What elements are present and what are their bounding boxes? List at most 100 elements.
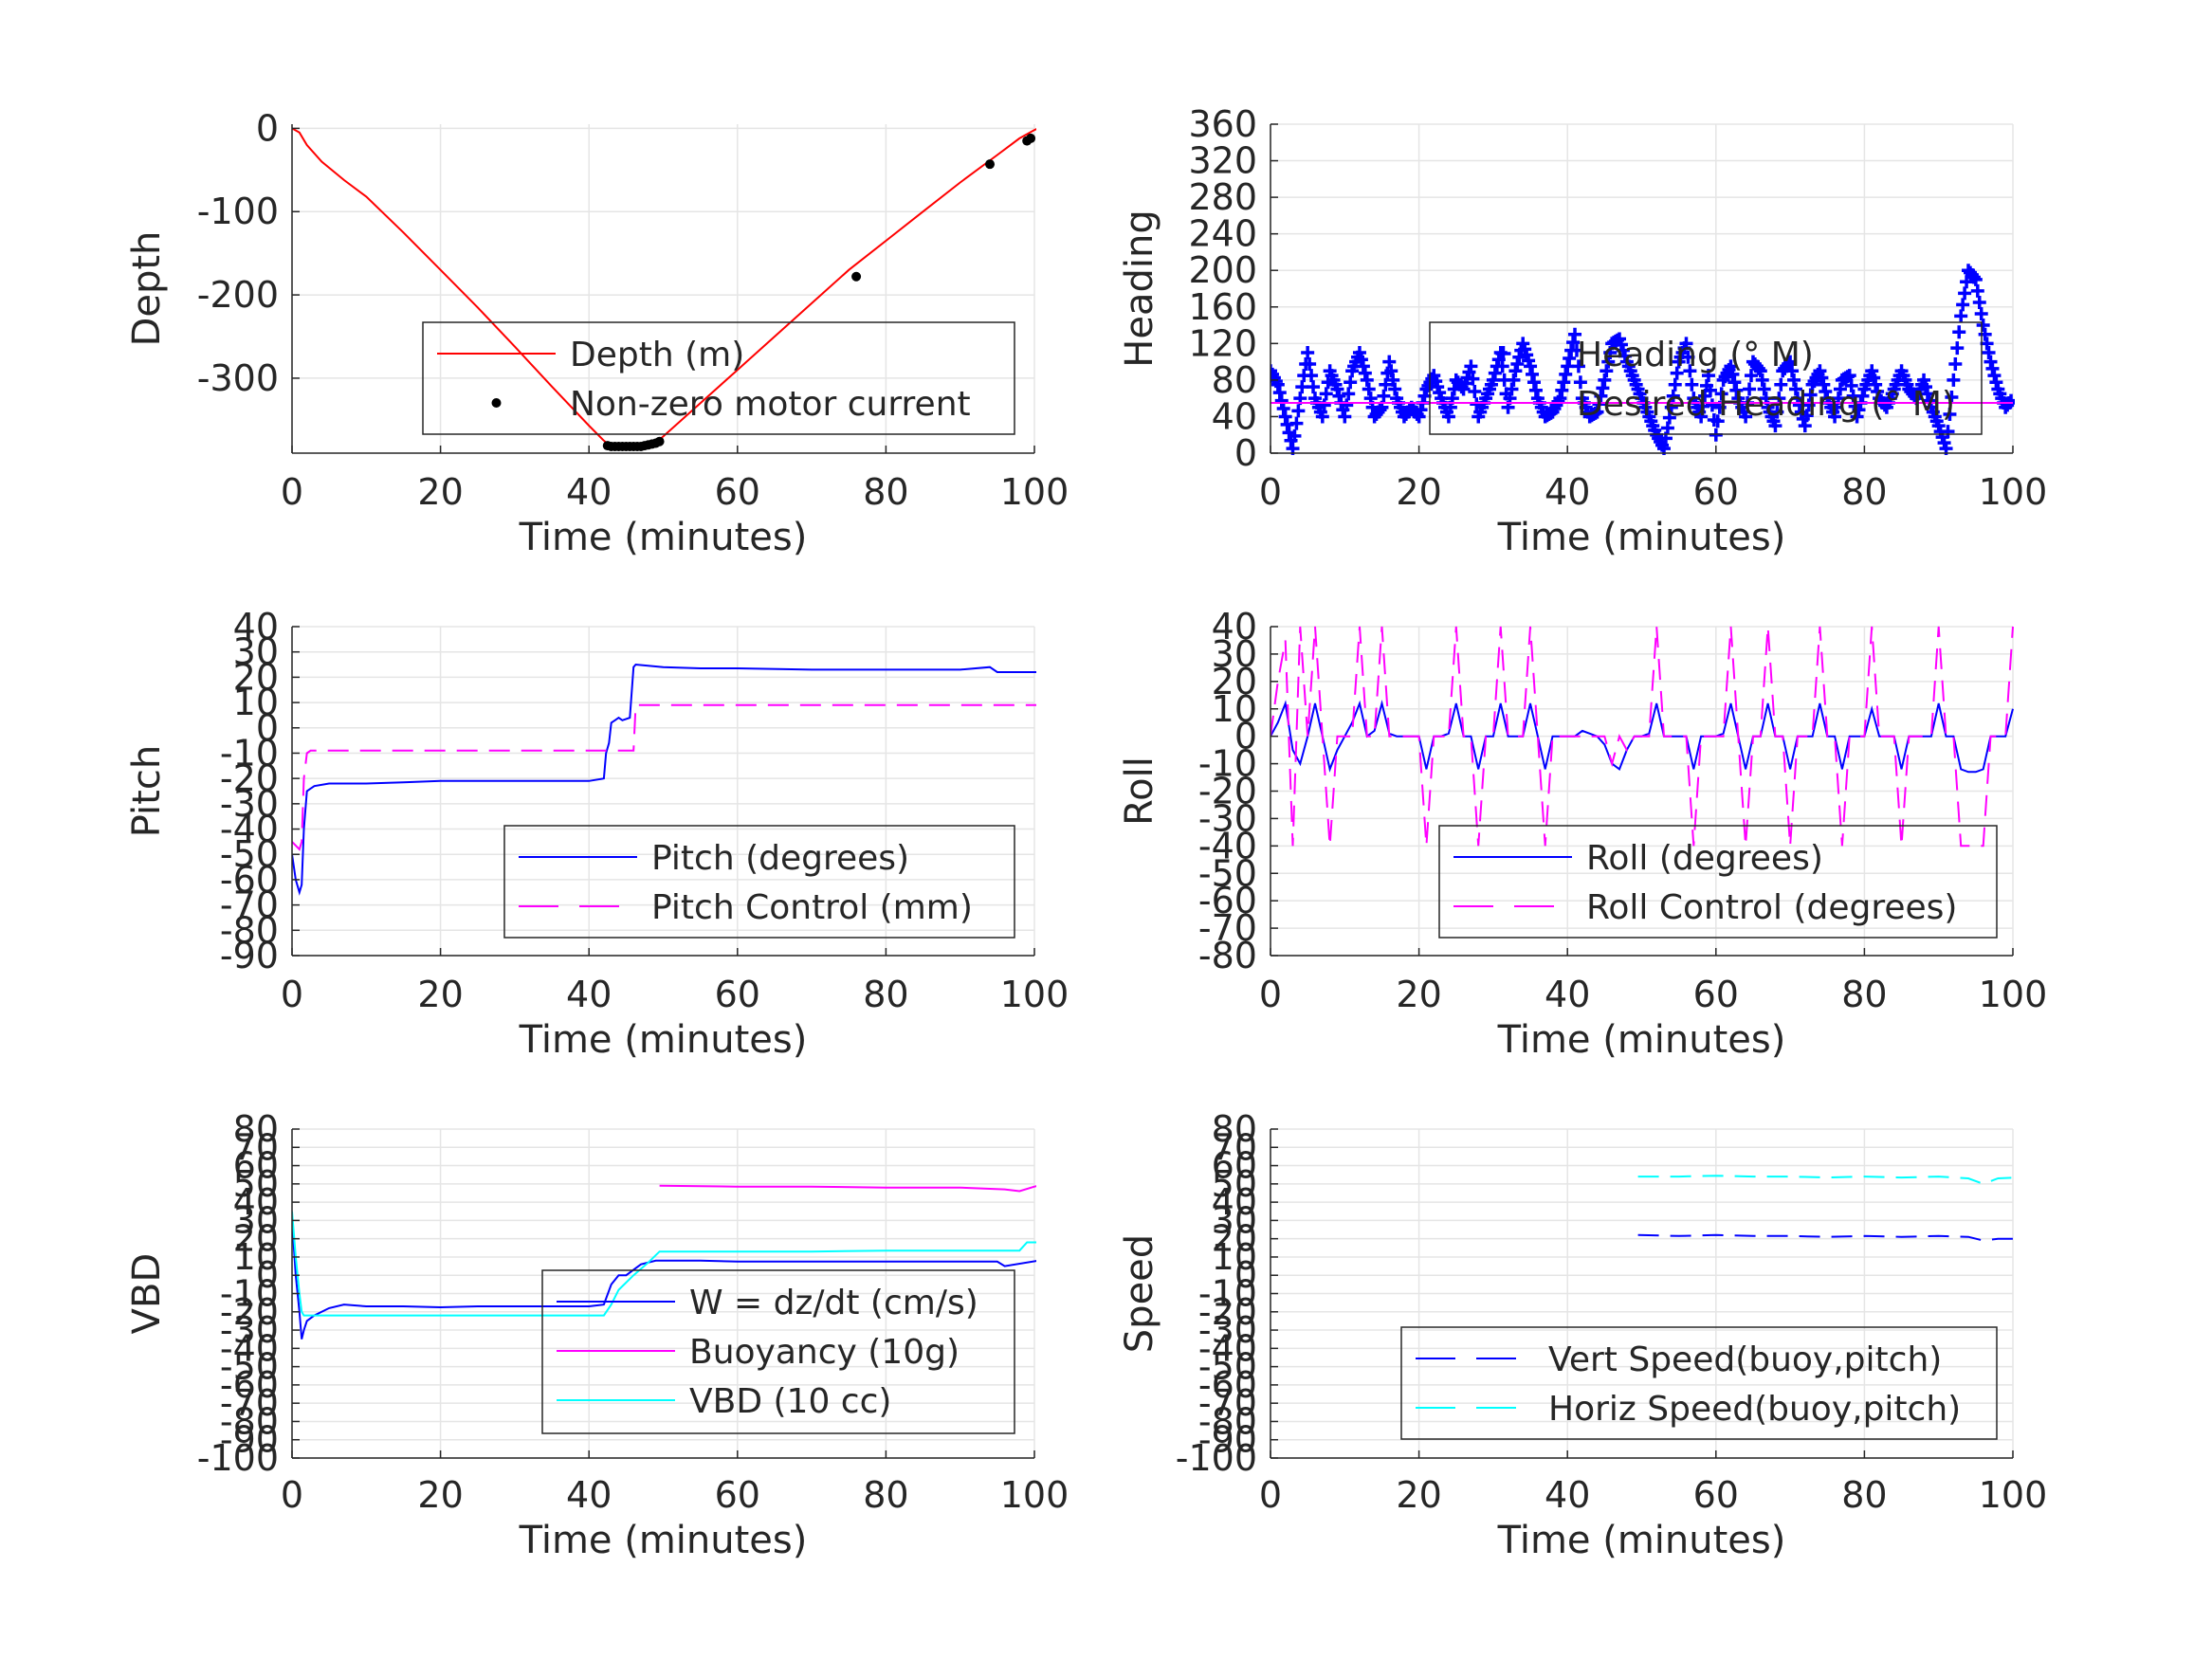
y-tick-label: 40 [1212, 606, 1257, 647]
data-point [2004, 393, 2015, 408]
y-tick-label: -80 [220, 909, 279, 951]
x-axis-label: Time (minutes) [519, 516, 808, 559]
legend-label: Roll Control (degrees) [1586, 888, 1957, 927]
series-group-vbd [292, 1184, 1036, 1340]
data-point [1815, 371, 1829, 385]
data-point [1954, 309, 1968, 323]
axes-roll: 0 20 40 60 80 100403020100-10-20-30-40-50-60-… [1118, 606, 2047, 1062]
y-tick-label: 200 [1188, 249, 1257, 291]
x-tick-label: 60 [1693, 974, 1739, 1015]
data-point [1943, 408, 1957, 422]
data-point [1783, 355, 1798, 369]
x-tick-label: 20 [1396, 471, 1441, 513]
series-pitch-1 [292, 703, 1036, 851]
data-point [1714, 387, 1728, 401]
data-point [1842, 369, 1856, 383]
legend-pitch: Pitch (degrees) Pitch Control (mm) [503, 825, 1015, 939]
data-point [1800, 409, 1814, 423]
y-tick-label: -200 [197, 274, 279, 316]
legend-label: Buoyancy (10g) [689, 1333, 960, 1372]
x-tick-label: 60 [1693, 1474, 1739, 1516]
legend-label: Desired Heading (° M) [1577, 385, 1955, 424]
data-point [1753, 364, 1767, 378]
y-tick-label: -60 [1198, 1364, 1257, 1406]
y-tick-label: -70 [1198, 907, 1257, 949]
y-tick-label: 160 [1188, 286, 1257, 328]
data-point [1941, 425, 1955, 439]
x-tick-label: 40 [1545, 974, 1590, 1015]
legend-label: Horiz Speed(buoy,pitch) [1548, 1390, 1961, 1429]
y-tick-label: 10 [1212, 1236, 1257, 1278]
data-point [1685, 377, 1699, 392]
data-point [1563, 351, 1577, 365]
data-point [1508, 364, 1523, 378]
x-tick-label: 80 [863, 1474, 908, 1516]
data-point [1666, 389, 1680, 403]
grid-depth [291, 124, 1035, 453]
data-point [1681, 350, 1695, 364]
data-point [1980, 337, 1994, 351]
y-tick-label: 20 [233, 656, 279, 698]
y-tick-label: -100 [197, 191, 279, 232]
series-group-roll [1271, 626, 2014, 848]
legend-label: VBD (10 cc) [689, 1382, 891, 1421]
y-tick-label: 80 [233, 1108, 279, 1150]
data-point [1388, 382, 1402, 396]
legend-label: Pitch (degrees) [651, 839, 909, 878]
x-tick-label: 40 [566, 974, 612, 1015]
data-point [1358, 366, 1372, 380]
data-point [1917, 373, 1931, 387]
data-point [1968, 272, 1983, 286]
x-tick-label: 80 [1841, 471, 1887, 513]
data-point [1303, 357, 1317, 372]
data-point [1601, 355, 1616, 369]
data-point [1833, 382, 1847, 396]
data-point [1307, 380, 1321, 394]
series-group-heading [1271, 264, 2015, 455]
x-tick-label: 100 [1979, 471, 2048, 513]
data-point [1813, 364, 1827, 378]
grid-pitch [291, 626, 1035, 957]
series-pitch-0 [292, 663, 1036, 896]
data-point [1978, 327, 1992, 341]
legend-box [1438, 825, 1998, 939]
data-point [1852, 403, 1866, 417]
y-tick-label: 0 [256, 107, 279, 149]
data-point [1869, 377, 1883, 392]
legend-box [541, 1269, 1015, 1434]
data-point [1966, 270, 1981, 284]
y-tick-label: -20 [220, 1291, 279, 1333]
y-tick-label: 280 [1188, 176, 1257, 218]
data-point [1566, 336, 1581, 350]
series-group-depth [292, 127, 1036, 451]
x-tick-label: 40 [566, 1474, 612, 1516]
data-point [1817, 377, 1831, 392]
data-point [1272, 386, 1287, 400]
y-tick-label: 0 [256, 707, 279, 749]
y-tick-label: -50 [220, 833, 279, 875]
data-point [1865, 364, 1879, 378]
x-tick-label: 0 [281, 974, 303, 1015]
y-tick-label: 0 [1234, 1254, 1257, 1296]
data-point [1970, 283, 1984, 298]
y-tick-label: 0 [1234, 432, 1257, 474]
data-point [1377, 389, 1391, 403]
y-axis-label: Heading [1118, 210, 1161, 367]
y-tick-label: -40 [220, 1327, 279, 1369]
data-point [1803, 388, 1818, 402]
data-point [1770, 405, 1784, 419]
legend-box [1429, 321, 1983, 435]
data-point [1662, 410, 1676, 425]
y-tick-label: -90 [220, 935, 279, 976]
data-point [1559, 367, 1573, 381]
y-tick-label: -20 [220, 757, 279, 799]
data-point [1026, 133, 1036, 143]
y-tick-label: 40 [1212, 395, 1257, 437]
x-tick-label: 40 [1545, 1474, 1590, 1516]
data-point [1871, 384, 1885, 398]
data-point [1526, 375, 1541, 390]
data-point [1495, 359, 1509, 374]
legend-depth: Depth (m) Non-zero motor current [422, 321, 1015, 435]
data-point [1679, 337, 1693, 351]
data-point [1947, 373, 1961, 387]
